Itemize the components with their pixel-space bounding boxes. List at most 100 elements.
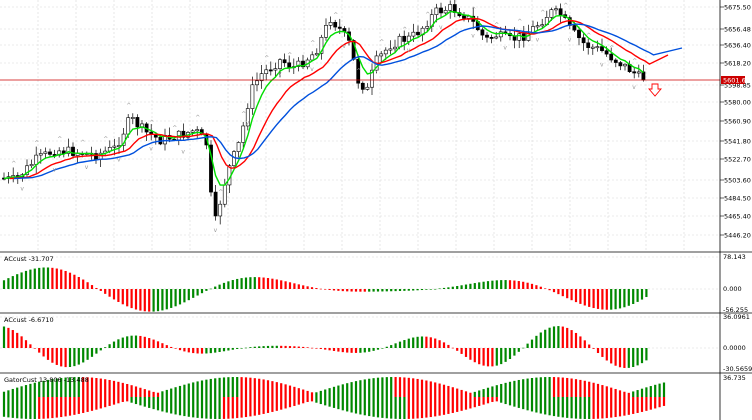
histogram-down-bar	[130, 289, 133, 309]
histogram-up-bar	[7, 278, 10, 289]
main-price-panel[interactable]: ^v^v^^v^v^^v^v^v^^v^v^^v^v^v^^v^v^^v^v^v…	[0, 0, 720, 250]
bullish-candle	[232, 150, 236, 169]
gator-upper-bar	[416, 378, 419, 397]
ac-indicator-panel-1[interactable]: ACcust -31.707 78.143 0.000 -56.255	[0, 253, 748, 314]
fractal-up-icon: ^	[126, 103, 131, 110]
candle-body	[494, 36, 499, 39]
gator-upper-bar	[662, 382, 666, 397]
gator-upper-bar	[486, 387, 490, 397]
gator-upper-bar	[359, 380, 362, 397]
histogram-down-bar	[288, 282, 292, 289]
fractal-down-icon: v	[342, 43, 346, 50]
gator-upper-bar	[178, 385, 182, 397]
histogram-up-bar	[640, 289, 644, 300]
gator-lower-bar	[601, 397, 604, 419]
candle-body	[540, 24, 545, 27]
histogram-down-bar	[324, 348, 327, 350]
candle-body	[397, 35, 402, 48]
histogram-down-bar	[315, 288, 318, 289]
histogram-down-bar	[7, 327, 10, 348]
gator-lower-bar	[363, 397, 366, 416]
gator-lower-bar	[104, 397, 107, 408]
bearish-candle	[402, 30, 407, 51]
gator-upper-bar	[407, 377, 410, 397]
histogram-up-bar	[121, 337, 124, 348]
gator-upper-bar	[33, 382, 36, 397]
histogram-down-bar	[359, 289, 362, 292]
gator-upper-bar	[134, 386, 138, 397]
histogram-down-bar	[583, 340, 586, 348]
histogram-up-bar	[376, 289, 380, 292]
gator-upper-bar	[526, 378, 529, 397]
histogram-up-bar	[381, 348, 384, 349]
histogram-up-bar	[227, 281, 230, 289]
bullish-candle	[328, 16, 333, 30]
histogram-down-bar	[64, 270, 67, 289]
histogram-down-bar	[473, 348, 476, 363]
gator-indicator-panel[interactable]: GatorCust 13.806 -13.488 36.735	[2, 374, 746, 419]
histogram-up-bar	[90, 348, 94, 357]
gator-upper-bar	[200, 380, 204, 397]
gator-lower-bar	[654, 397, 657, 409]
ac-indicator-panel-2[interactable]: ACcust -6.6710 36.0961 0.0000 -30.5659	[0, 313, 752, 373]
gator-lower-bar	[152, 397, 155, 410]
gator-lower-bar	[315, 397, 318, 403]
gator-upper-bar	[262, 379, 265, 397]
gator-lower-bar	[658, 397, 661, 408]
fractal-down-icon: v	[632, 84, 636, 91]
gator-upper-bar	[271, 381, 274, 397]
gator-upper-bar	[253, 378, 256, 397]
histogram-down-bar	[350, 348, 353, 353]
gator-lower-bar	[592, 397, 595, 419]
candle-body	[71, 146, 75, 156]
candle-body	[535, 25, 540, 28]
histogram-up-bar	[363, 348, 366, 353]
histogram-down-bar	[363, 289, 366, 292]
gator-lower-bar	[495, 397, 498, 402]
histogram-down-bar	[165, 345, 168, 348]
histogram-up-bar	[359, 348, 362, 353]
candle-body	[388, 48, 393, 51]
histogram-up-bar	[236, 278, 239, 289]
histogram-down-bar	[293, 283, 296, 289]
histogram-down-bar	[187, 348, 190, 353]
histogram-up-bar	[632, 289, 635, 304]
histogram-down-bar	[557, 289, 560, 295]
histogram-up-bar	[614, 289, 617, 310]
histogram-up-bar	[11, 276, 14, 289]
medium-moving-average-line	[9, 17, 669, 180]
histogram-down-bar	[288, 346, 292, 348]
fractal-down-icon: v	[181, 148, 185, 155]
histogram-down-bar	[328, 289, 331, 290]
histogram-down-bar	[530, 283, 534, 289]
gator-upper-bar	[473, 391, 476, 397]
gator-upper-bar	[156, 392, 160, 397]
histogram-down-bar	[469, 348, 472, 360]
fractal-up-icon: ^	[80, 140, 85, 147]
gator-upper-bar	[491, 386, 494, 397]
histogram-up-bar	[77, 348, 80, 365]
histogram-up-bar	[258, 346, 261, 348]
histogram-down-bar	[552, 289, 556, 293]
gator-lower-bar	[438, 397, 441, 416]
histogram-down-bar	[258, 277, 261, 289]
gator-lower-bar	[425, 397, 428, 418]
main-grid	[0, 0, 720, 250]
fractal-up-icon: ^	[540, 10, 545, 17]
gator-lower-bar	[341, 397, 344, 411]
bearish-candle	[577, 26, 581, 46]
gator-upper-bar	[165, 389, 168, 397]
histogram-up-bar	[227, 348, 230, 351]
histogram-up-bar	[192, 289, 195, 298]
bullish-candle	[540, 18, 545, 28]
gator-lower-bar	[596, 397, 600, 419]
histogram-down-bar	[271, 278, 274, 289]
histogram-up-bar	[640, 348, 644, 364]
histogram-down-bar	[566, 327, 569, 348]
fractal-markers: ^v^v^^v^v^^v^v^v^^v^v^^v^v^v^^v^v^^v^v^v…	[11, 3, 637, 234]
histogram-down-bar	[570, 330, 573, 348]
gator-upper-bar	[51, 379, 54, 397]
bullish-candle	[57, 147, 62, 158]
gator-upper-bar	[420, 379, 424, 397]
